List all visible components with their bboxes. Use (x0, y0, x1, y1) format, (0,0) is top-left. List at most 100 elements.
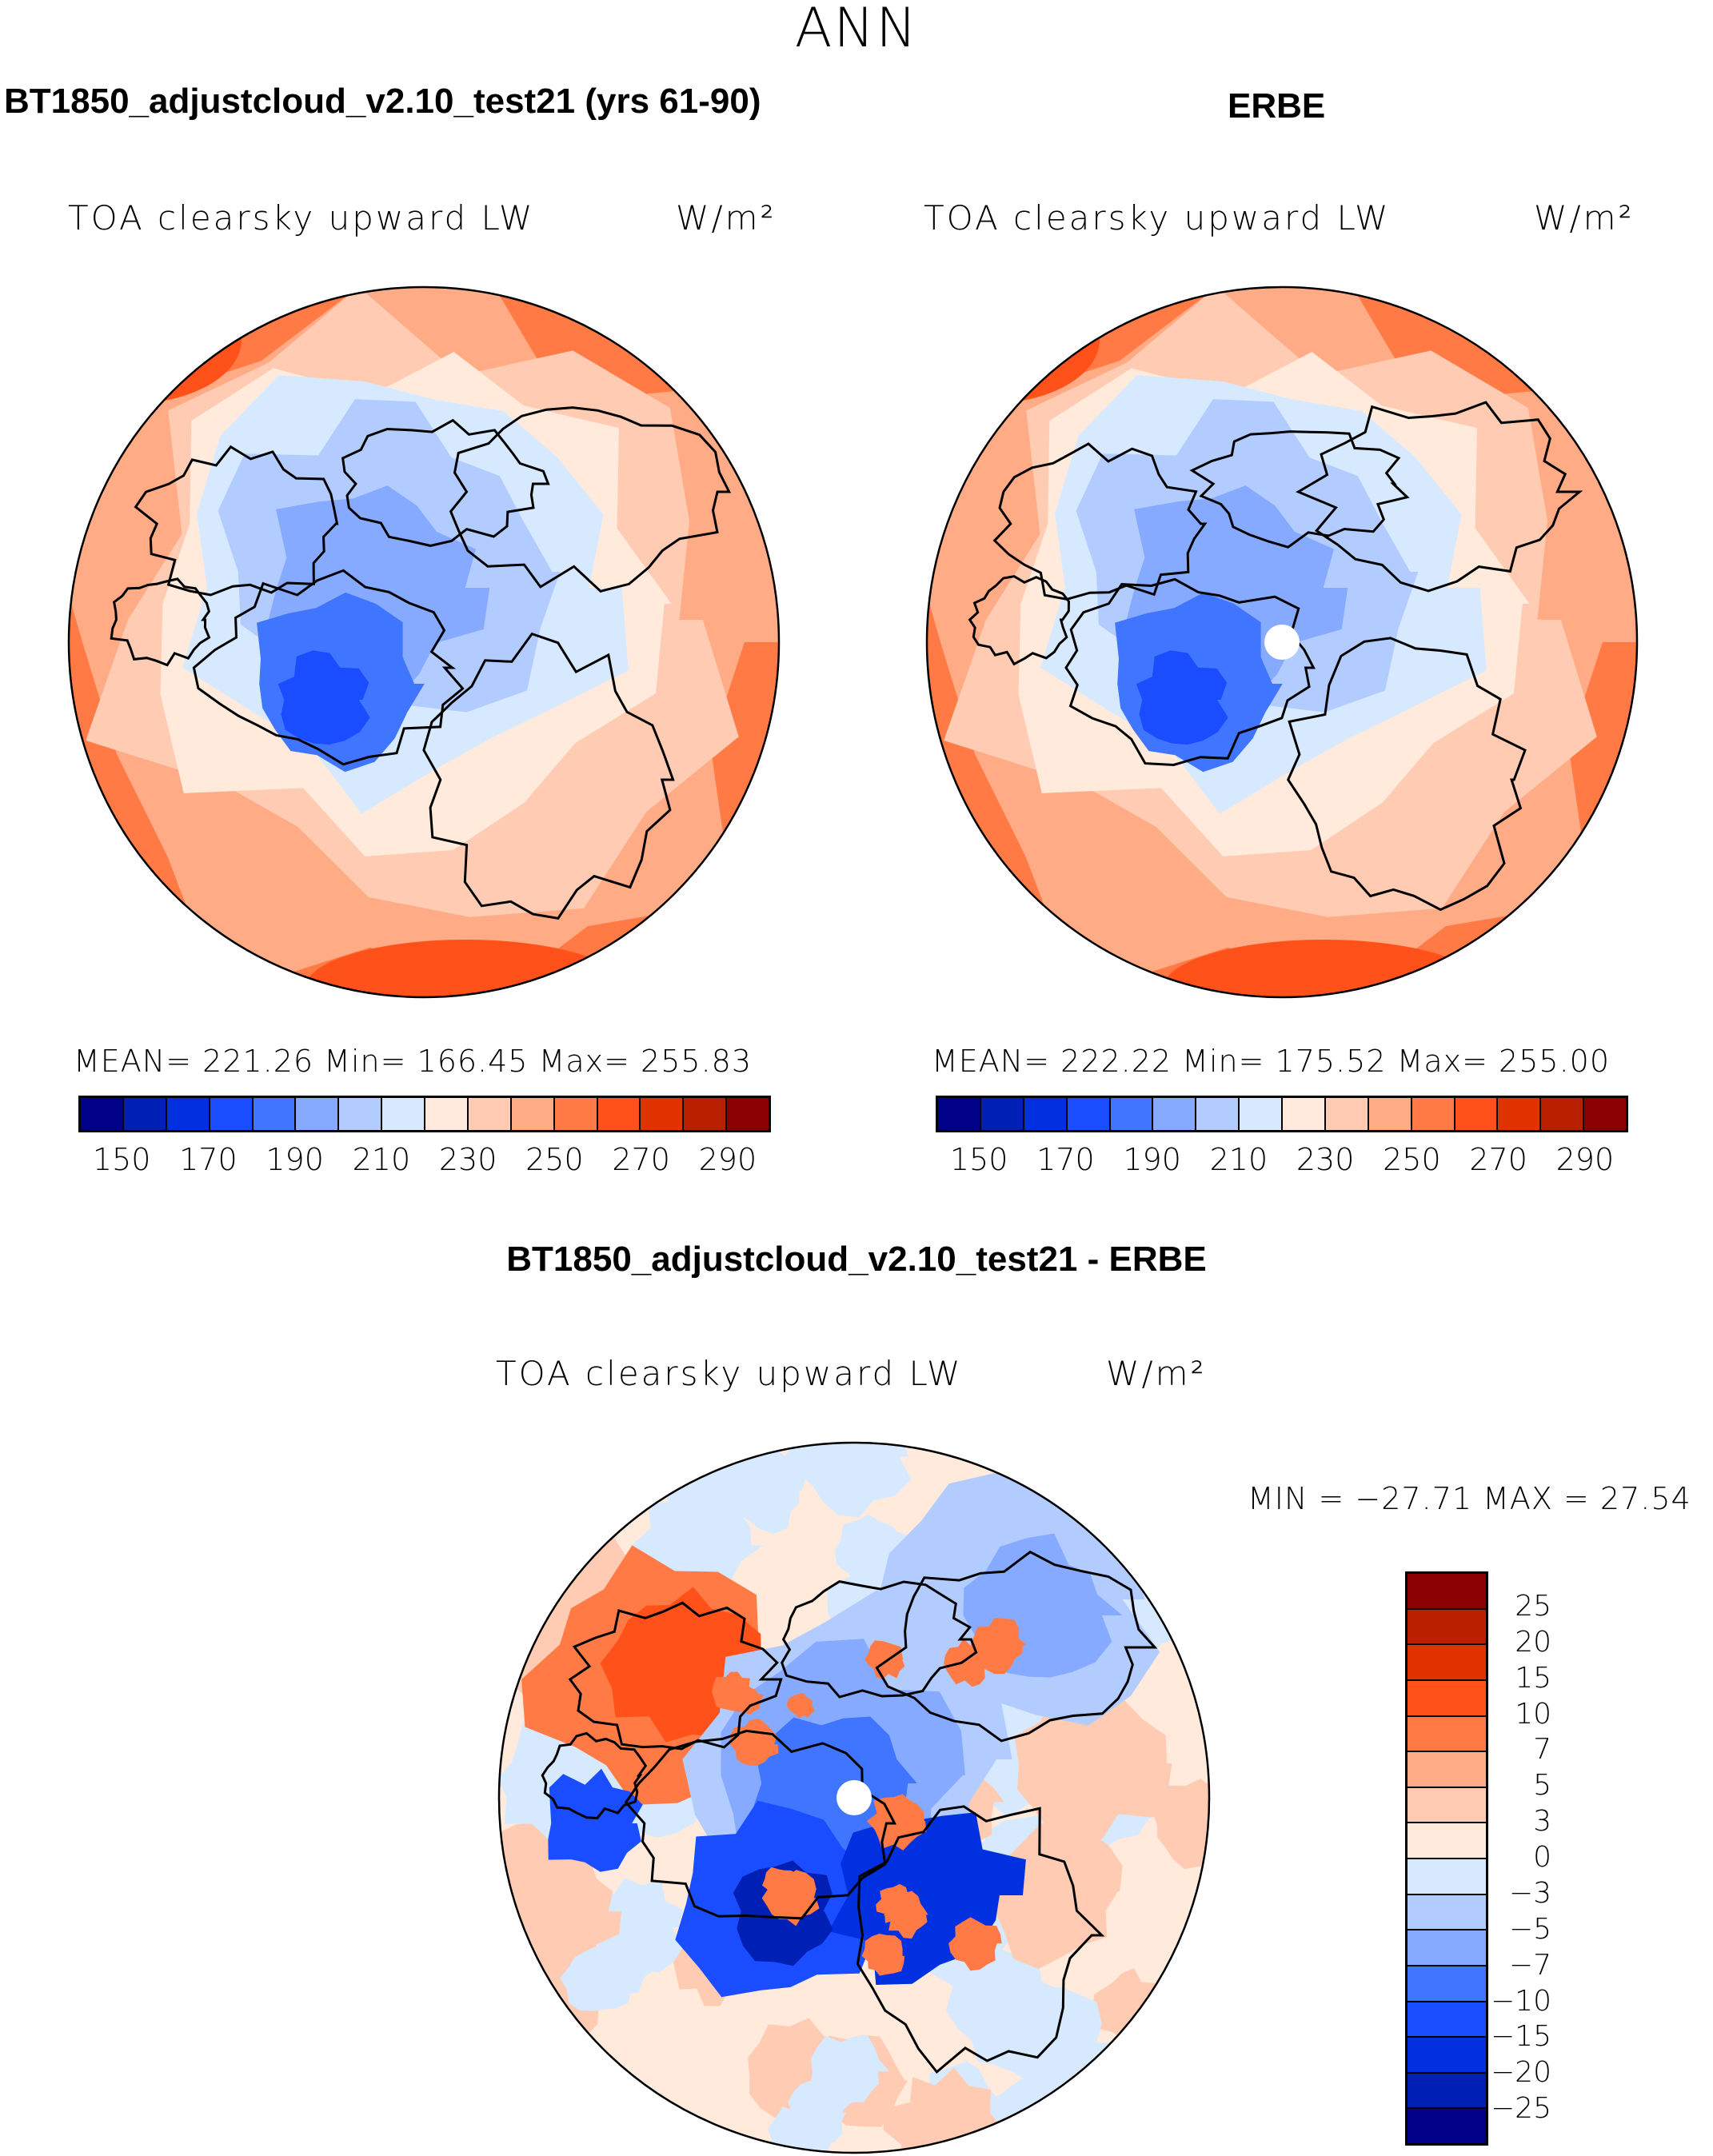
field-contour (1152, 1779, 1209, 1870)
field-contour (278, 650, 370, 745)
coastline (192, 569, 465, 766)
colorbar-swatch (727, 1098, 769, 1130)
obs-polar-map (925, 285, 1639, 999)
colorbar-swatch (511, 1098, 555, 1130)
colorbar-tick-label: 150 (92, 1142, 151, 1177)
field-contour (1136, 650, 1228, 745)
colorbar-swatch (1498, 1098, 1542, 1130)
field-contour (883, 2067, 1004, 2153)
coastlines (110, 406, 732, 920)
colorbar-tick-label: 3 (1533, 1805, 1551, 1839)
colorbar-swatch (468, 1098, 512, 1130)
coastline (781, 1580, 978, 1699)
colorbar-swatch (1153, 1098, 1197, 1130)
map-field (69, 287, 779, 997)
colorbar-tick-label: −5 (1508, 1912, 1551, 1946)
colorbar-swatch (1584, 1098, 1626, 1130)
colorbar-swatch (1408, 1716, 1486, 1753)
colorbar-tick-label: 230 (438, 1142, 497, 1177)
colorbar-tick-label: 15 (1515, 1661, 1551, 1695)
colorbar-tick-label: 250 (525, 1142, 584, 1177)
colorbar-swatch (1408, 2038, 1486, 2074)
coastline (1064, 577, 1316, 767)
colorbar-swatch (1412, 1098, 1455, 1130)
colorbar-swatch (1408, 1859, 1486, 1895)
colorbar-tick-label: 25 (1515, 1589, 1551, 1623)
field-contour (548, 1768, 643, 1872)
colorbar-swatch (1408, 2073, 1486, 2110)
field-contour (1160, 2110, 1209, 2153)
colorbar-swatch (1408, 1966, 1486, 2002)
field-contour (861, 1934, 905, 1976)
figure-title: ANN (794, 0, 919, 60)
field-contour (876, 1883, 916, 1923)
model-polar-map (67, 285, 781, 999)
colorbar-tick-label: 210 (352, 1142, 411, 1177)
field-contour (786, 1693, 815, 1719)
colorbar-tick-label: −3 (1508, 1876, 1551, 1910)
colorbar-tick-label: 20 (1515, 1625, 1551, 1659)
colorbar-swatch (339, 1098, 383, 1130)
obs-colorbar (936, 1096, 1628, 1132)
field-contour (866, 1794, 927, 1851)
colorbar-swatch (1408, 1680, 1486, 1717)
colorbar-swatch (1408, 1823, 1486, 1859)
field-contour (721, 1446, 807, 1535)
colorbar-tick-label: 250 (1383, 1142, 1441, 1177)
colorbar-tick-label: 270 (1469, 1142, 1527, 1177)
field-contour (729, 1718, 779, 1767)
colorbar-tick-label: 150 (949, 1142, 1008, 1177)
model-panel-header: BT1850_adjustcloud_v2.10_test21 (yrs 61-… (4, 82, 761, 121)
colorbar-tick-label: −10 (1491, 1984, 1551, 2018)
model-units-label: W/m² (676, 198, 777, 238)
coastline (110, 577, 211, 667)
colorbar-swatch (1408, 1894, 1486, 1931)
field-contour (788, 2080, 846, 2145)
colorbar-swatch (296, 1098, 340, 1130)
map-field (927, 287, 1637, 997)
model-colorbar (78, 1096, 771, 1132)
colorbar-tick-label: −7 (1508, 1948, 1551, 1982)
colorbar-tick-label: 230 (1296, 1142, 1355, 1177)
field-contour (499, 1443, 561, 1500)
diff-polar-map (497, 1441, 1211, 2154)
colorbar-swatch (425, 1098, 469, 1130)
model-variable-label: TOA clearsky upward LW (68, 198, 535, 238)
field-contour (946, 1948, 1062, 2070)
colorbar-tick-label: 0 (1533, 1841, 1551, 1874)
coastline (449, 406, 732, 593)
coastline (1189, 430, 1410, 549)
colorbar-swatch (81, 1098, 124, 1130)
coastline (541, 1731, 648, 1820)
colorbar-swatch (554, 1098, 598, 1130)
field-contour (560, 1945, 638, 2011)
colorbar-swatch (980, 1098, 1024, 1130)
colorbar-swatch (1110, 1098, 1154, 1130)
field-contour (1158, 2026, 1209, 2100)
colorbar-tick-label: 290 (1555, 1142, 1615, 1177)
colorbar-swatch (382, 1098, 425, 1130)
diff-stats: MIN = −27.71 MAX = 27.54 (1248, 1481, 1691, 1516)
coastline (568, 1601, 783, 1751)
coastline (968, 575, 1071, 666)
coastline (422, 632, 675, 920)
colorbar-swatch (1408, 1930, 1486, 1966)
colorbar-swatch (938, 1098, 981, 1130)
obs-units-label: W/m² (1534, 198, 1635, 238)
colorbar-tick-label: 190 (266, 1142, 324, 1177)
field-contour (762, 1867, 801, 1904)
field-contour (944, 1639, 990, 1687)
colorbar-swatch (1408, 1574, 1486, 1610)
colorbar-tick-label: 10 (1515, 1697, 1551, 1731)
colorbar-swatch (1408, 2109, 1486, 2143)
colorbar-swatch (1408, 1787, 1486, 1824)
diff-variable-label: TOA clearsky upward LW (496, 1354, 963, 1393)
field-contour (1084, 1443, 1196, 1506)
colorbar-swatch (1067, 1098, 1111, 1130)
coastline (875, 1550, 1158, 1743)
colorbar-swatch (1408, 2002, 1486, 2038)
colorbar-swatch (597, 1098, 641, 1130)
obs-panel-header: ERBE (1228, 86, 1326, 126)
diff-colorbar (1405, 1571, 1488, 2146)
colorbar-tick-label: 190 (1123, 1142, 1181, 1177)
